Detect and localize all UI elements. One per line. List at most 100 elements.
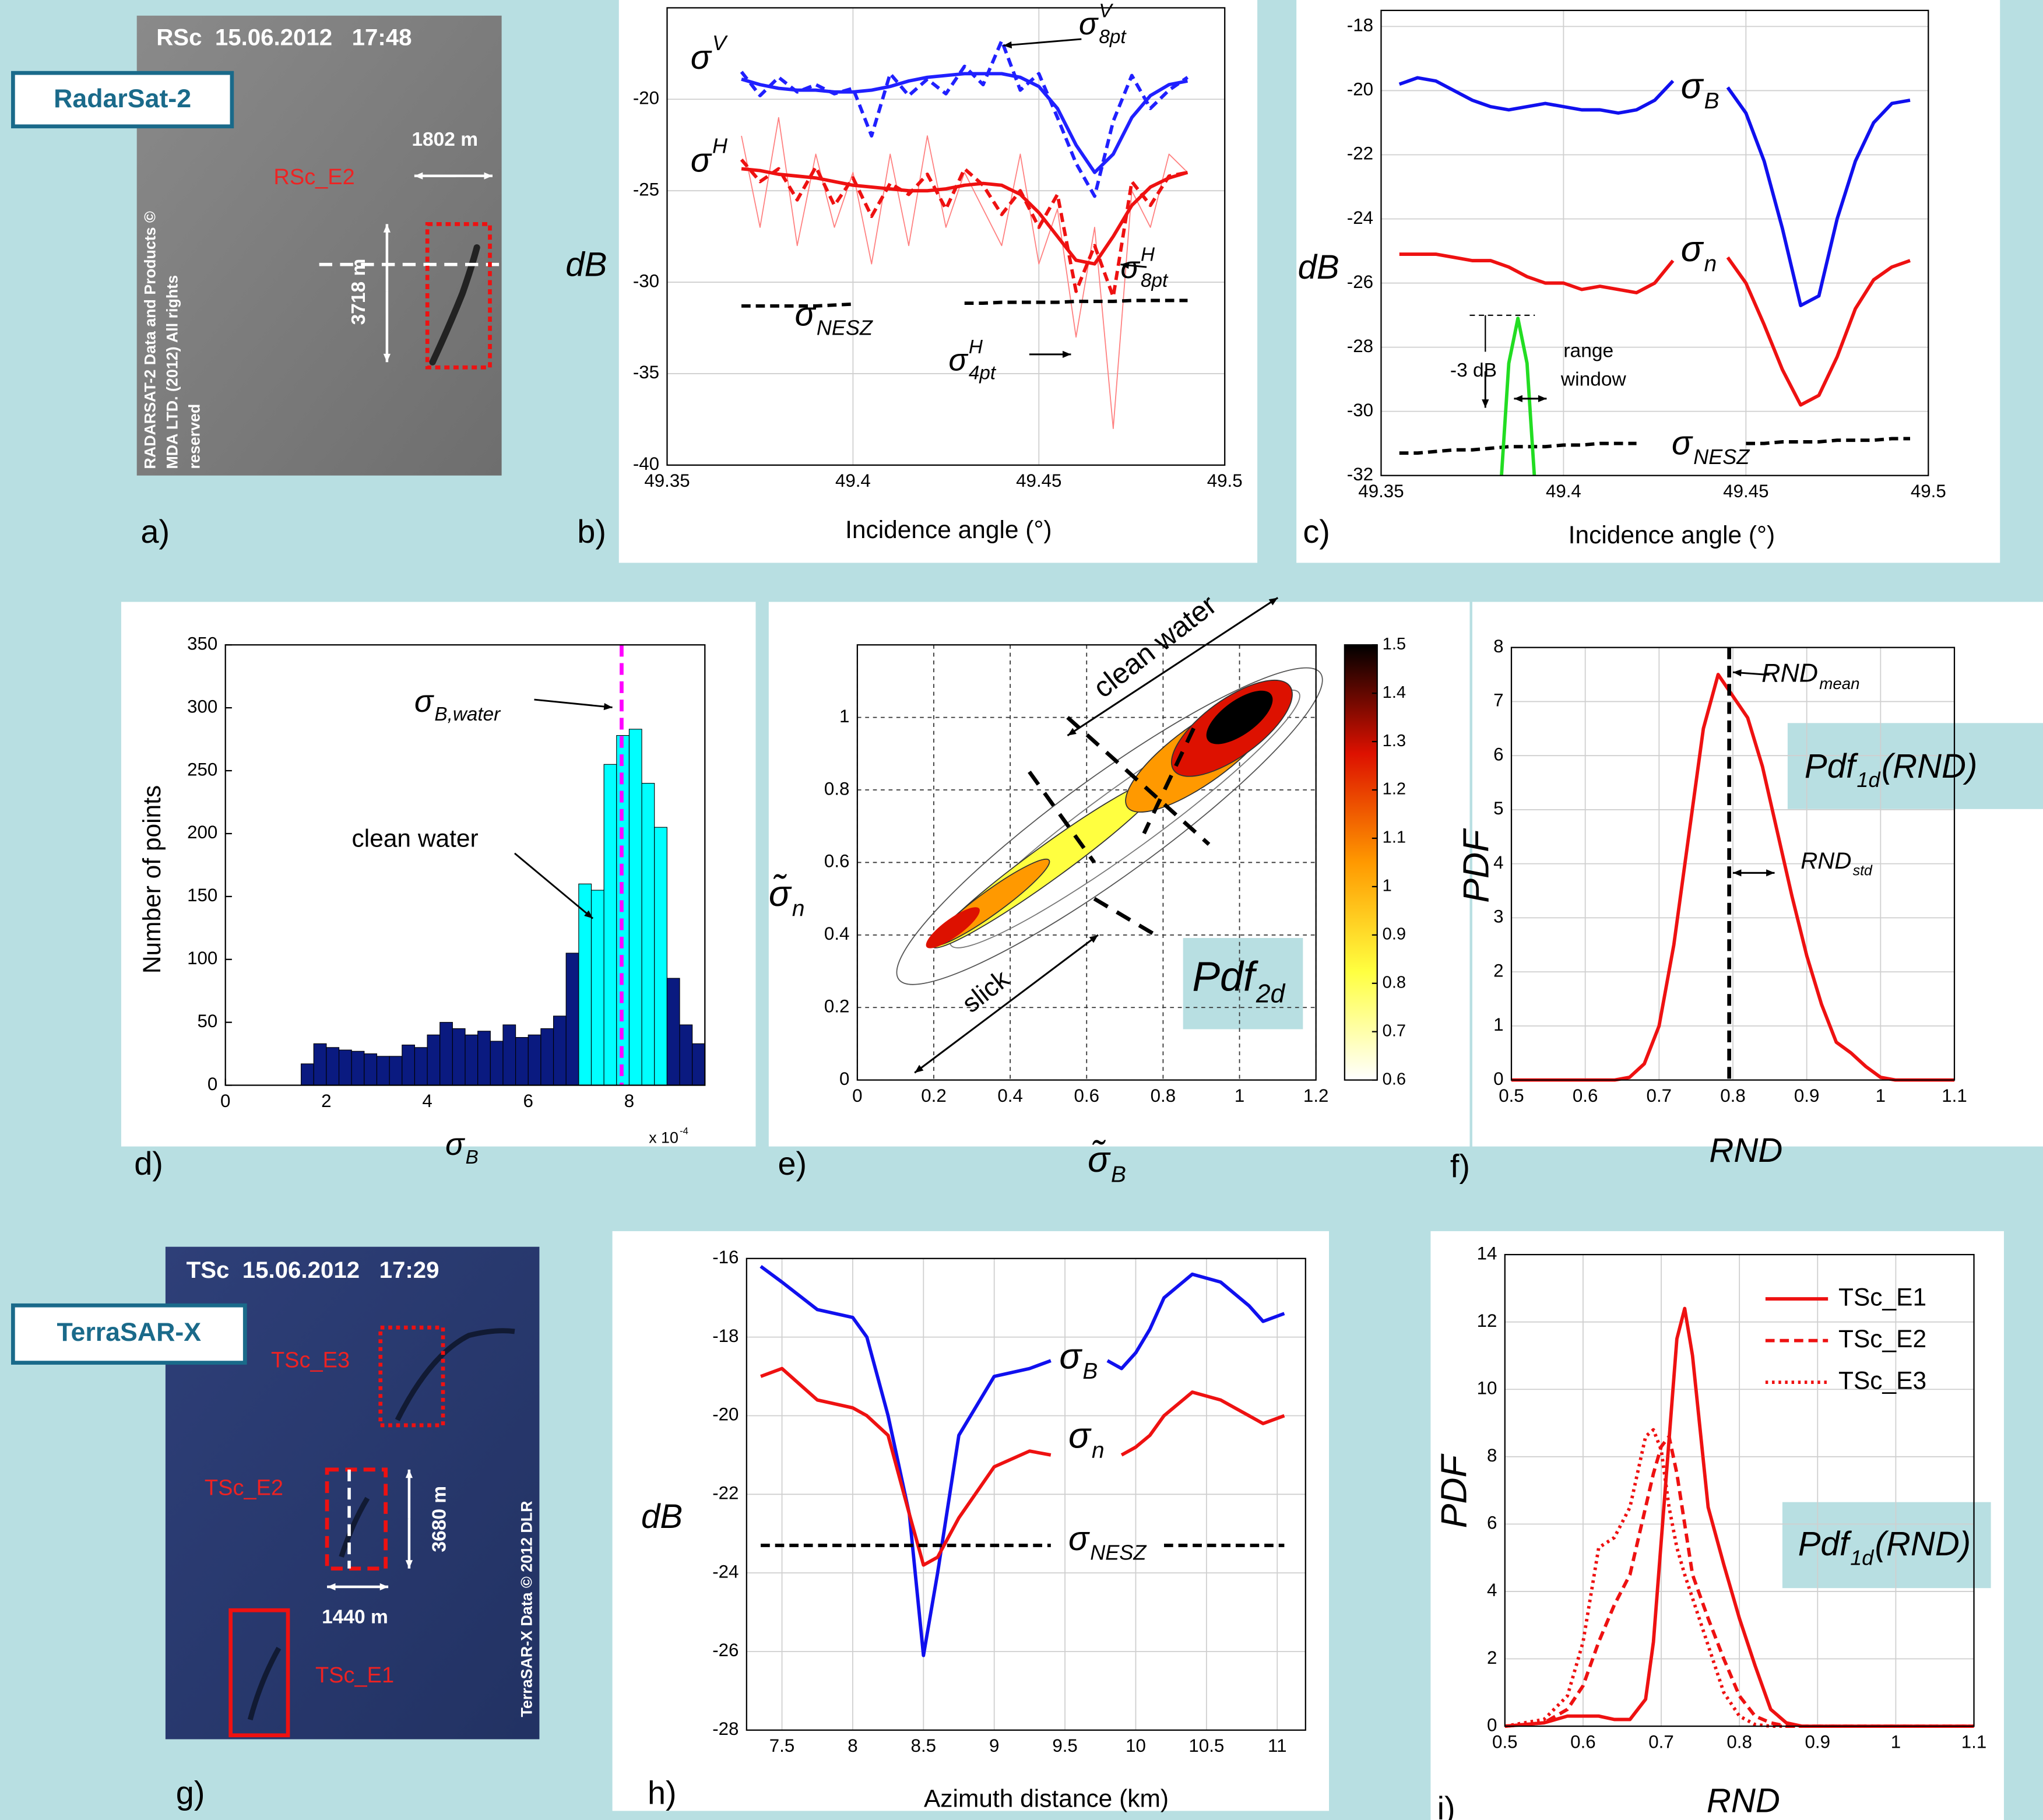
y-tick-label: -28	[1347, 336, 1373, 356]
annotation-text: PDF	[1456, 828, 1497, 903]
image-credit: TerraSAR-X Data © 2012 DLR	[518, 1501, 535, 1717]
panel-label: h)	[648, 1774, 677, 1811]
x-tick-label: 9.5	[1052, 1735, 1078, 1756]
annotation-text: std	[1853, 862, 1873, 879]
annotation-text: 1d	[1856, 768, 1880, 792]
x-tick-label: 49.5	[1207, 470, 1243, 491]
image-label: 1440 m	[322, 1606, 388, 1628]
y-tick-label: -18	[712, 1326, 739, 1346]
annotation-text: PDF	[1434, 1453, 1475, 1528]
y-tick-label: 0	[839, 1069, 849, 1089]
annotation: RND	[1709, 1132, 1782, 1169]
plot-frame	[666, 7, 1226, 466]
x-tick-label: 7.5	[769, 1735, 795, 1756]
density-contour	[896, 667, 1323, 985]
x-tick-label: 0.6	[1570, 1731, 1596, 1752]
image-label: 3680 m	[428, 1486, 450, 1552]
annotation: PDF	[1456, 828, 1497, 903]
x-tick-label: 0.8	[1726, 1731, 1752, 1752]
histogram-bar	[326, 1047, 340, 1086]
y-tick-label: -22	[712, 1483, 739, 1503]
annotation-body: Pdf 1d (RND)	[1805, 747, 1977, 792]
plot-frame	[1380, 9, 1929, 476]
x-tick-label: 49.4	[1546, 481, 1581, 501]
y-tick-label: -28	[712, 1719, 739, 1739]
y-tick-label: 12	[1477, 1310, 1497, 1331]
annotation-text: 8pt	[1099, 26, 1127, 48]
arrow-head	[383, 353, 391, 363]
annotation-text: 8pt	[1141, 270, 1169, 291]
histogram-bar	[465, 1034, 479, 1086]
annotation-text: σ	[691, 142, 712, 180]
x-tick-label: 1	[1891, 1731, 1901, 1752]
x-tick-label: 0.6	[1074, 1085, 1100, 1106]
y-tick-label: -22	[1347, 143, 1373, 164]
x-tick-label: 49.4	[835, 470, 871, 491]
annotation-text: B	[466, 1147, 479, 1168]
annotation-text: 1d	[1850, 1545, 1874, 1569]
y-tick-label: -24	[1347, 208, 1373, 228]
y-tick-label: 0.8	[824, 778, 850, 799]
plot-frame	[224, 644, 706, 1086]
arrow-head	[484, 172, 493, 180]
y-tick-label: 4	[1487, 1580, 1497, 1600]
y-tick-label: 7	[1493, 690, 1503, 711]
histogram-bar	[565, 953, 579, 1086]
annotation-text: Incidence angle (°)	[1569, 521, 1775, 549]
y-tick-label: 3	[1493, 907, 1503, 927]
annotation-body: σ̃ n	[769, 873, 805, 921]
x-tick-label: 49.45	[1016, 470, 1061, 491]
colorbar-tick-label: 0.8	[1383, 973, 1406, 992]
colorbar-tick-label: 1.2	[1383, 780, 1406, 799]
colorbar-tick-label: 1	[1383, 877, 1392, 895]
histogram-bar	[427, 1034, 441, 1086]
threshold-line	[1066, 716, 1211, 846]
annotation-text: σ	[445, 1127, 466, 1162]
annotation: dB	[565, 245, 607, 283]
y-tick-label: 0.6	[824, 851, 850, 872]
histogram-bar	[439, 1022, 453, 1086]
annotation-body: PDF	[1456, 828, 1497, 903]
arrow-head	[383, 224, 391, 233]
image-credit: reserved	[185, 404, 203, 469]
region-box	[228, 1608, 290, 1738]
annotation-text: n	[1092, 1438, 1105, 1463]
arrow-head	[327, 1583, 336, 1591]
arrow-head	[603, 702, 613, 711]
y-tick-label: 6	[1493, 744, 1503, 764]
histogram-bar	[313, 1043, 327, 1086]
threshold-line	[1028, 770, 1096, 864]
sensor-label: RadarSat-2	[54, 85, 191, 113]
y-tick-label: -24	[712, 1561, 739, 1582]
histogram-bar	[452, 1028, 466, 1086]
histogram-bar	[553, 1016, 567, 1086]
panel-label: i)	[1437, 1790, 1455, 1820]
annotation-body: RND	[1707, 1782, 1780, 1819]
annotation-body: -3 dB	[1450, 360, 1497, 381]
histogram-bar	[338, 1049, 352, 1086]
annotation-text: clean water	[352, 825, 479, 852]
annotation-text: B	[1082, 1359, 1098, 1384]
slick	[247, 1646, 282, 1721]
annotation-body: PDF	[1434, 1453, 1475, 1528]
y-tick-label: 4	[1493, 852, 1503, 873]
annotation-body: range	[1563, 340, 1613, 361]
histogram-bar	[402, 1044, 415, 1086]
series-line	[740, 38, 1189, 198]
annotation: range	[1563, 340, 1613, 361]
annotation-text: V	[712, 31, 728, 55]
annotation: dB	[1298, 248, 1339, 286]
annotation-text: RND	[1709, 1132, 1782, 1169]
annotation-text: σ	[414, 684, 435, 719]
y-tick-label: 300	[187, 696, 217, 716]
x-tick-label: 49.5	[1911, 481, 1946, 501]
y-tick-label: 5	[1493, 798, 1503, 818]
annotation-text: range	[1563, 340, 1613, 361]
annotation-body: Pdf 2d	[1192, 953, 1285, 1008]
colorbar-tick-label: 1.4	[1383, 683, 1406, 702]
annotation-text: B,water	[434, 704, 501, 725]
annotation-text: n	[1704, 251, 1717, 276]
histogram-bar	[502, 1024, 516, 1086]
